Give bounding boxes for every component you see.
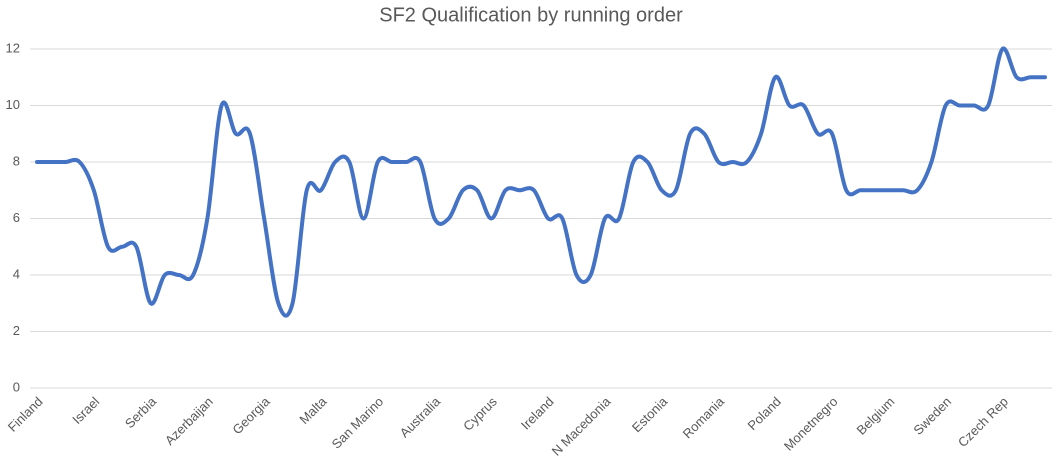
chart-title: SF2 Qualification by running order bbox=[379, 4, 683, 26]
y-tick-label: 4 bbox=[13, 266, 20, 281]
x-tick-label: N Macedonia bbox=[549, 393, 614, 458]
x-tick-label: Estonia bbox=[629, 393, 671, 435]
y-tick-label: 12 bbox=[6, 40, 20, 55]
x-tick-label: San Marino bbox=[329, 394, 387, 452]
y-tick-label: 0 bbox=[13, 379, 20, 394]
y-tick-label: 6 bbox=[13, 210, 20, 225]
x-tick-label: Serbia bbox=[122, 393, 160, 431]
y-tick-label: 10 bbox=[6, 97, 20, 112]
x-tick-label: Azerbaijan bbox=[162, 394, 216, 448]
x-tick-label: Australia bbox=[397, 393, 444, 440]
x-tick-label: Monetnegro bbox=[781, 394, 841, 454]
x-tick-label: Finland bbox=[5, 394, 46, 435]
line-series bbox=[35, 46, 1047, 318]
y-tick-label: 2 bbox=[13, 323, 20, 338]
x-tick-label: Czech Rep bbox=[955, 394, 1011, 450]
x-tick-label: Georgia bbox=[229, 393, 273, 437]
x-tick-label: Belgium bbox=[854, 394, 898, 438]
x-tick-label: Ireland bbox=[518, 394, 557, 433]
x-tick-label: Cyprus bbox=[460, 394, 500, 434]
x-tick-label: Poland bbox=[745, 394, 784, 433]
x-tick-label: Sweden bbox=[910, 394, 954, 438]
y-tick-label: 8 bbox=[13, 153, 20, 168]
x-tick-label: Malta bbox=[296, 393, 330, 427]
x-tick-label: Romania bbox=[680, 393, 728, 441]
x-tick-label: Israel bbox=[69, 394, 102, 427]
